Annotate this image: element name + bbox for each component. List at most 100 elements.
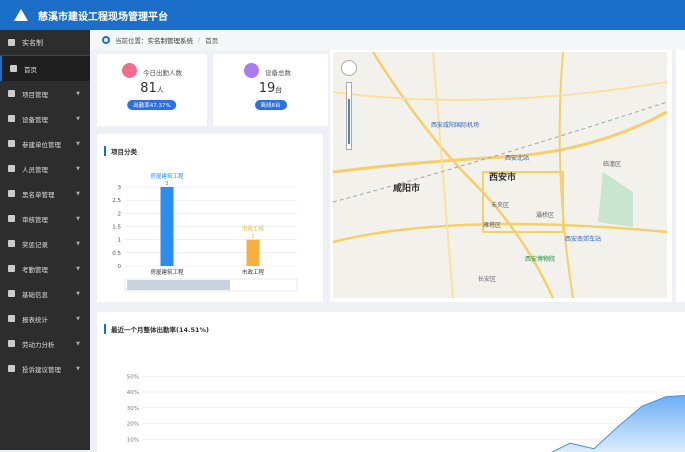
complaint-icon: [8, 365, 15, 372]
sidebar-item-label: 项目管理: [22, 90, 48, 99]
chevron-down-icon: ▼: [76, 290, 80, 297]
stat-value: 81人: [140, 81, 164, 96]
zoom-slider-handle[interactable]: [127, 280, 230, 290]
sidebar-item-label: 审核管理: [22, 215, 48, 224]
device-icon: [8, 115, 15, 122]
sidebar-item-label: 黑名单管理: [22, 190, 55, 199]
series-line: [550, 394, 685, 452]
bar: [246, 239, 260, 266]
y-tick-label: 20%: [127, 422, 139, 428]
attendance-icon: [8, 265, 15, 272]
map-label: 西安咸阳国际机场: [431, 122, 480, 129]
sidebar-item-1[interactable]: 项目管理 ▼: [0, 81, 90, 106]
sidebar-item-label: 参建单位管理: [22, 140, 61, 149]
sidebar-item-3[interactable]: 参建单位管理 ▼: [0, 131, 90, 156]
right-panel: [676, 50, 685, 302]
attendance-area-chart: 10% 20% 30% 40% 50%: [127, 374, 685, 452]
sidebar-item-label: 劳动力分析: [22, 340, 55, 349]
chevron-down-icon: ▼: [76, 190, 80, 197]
y-tick-label: 1.5: [112, 225, 121, 231]
breadcrumb-section[interactable]: 实名制管理系统: [147, 37, 194, 45]
area-fill: [552, 395, 685, 452]
data-point: [617, 426, 619, 428]
y-tick-label: 2: [118, 211, 122, 217]
device-stat-card: 设备总数 19台 离线8台: [213, 54, 328, 126]
map-pan-control[interactable]: [341, 60, 357, 76]
breadcrumb: 当前位置： 实名制管理系统 / 首页: [90, 30, 685, 50]
sidebar-item-2[interactable]: 设备管理 ▼: [0, 106, 90, 131]
chevron-down-icon: ▼: [76, 340, 80, 347]
sidebar-item-9[interactable]: 基础信息 ▼: [0, 281, 90, 306]
sidebar-item-11[interactable]: 劳动力分析 ▼: [0, 331, 90, 356]
map[interactable]: 咸阳市 西安市 西安北站 未央区 灞桥区 雁塔区 长安区 临潼区 西安咸阳国际机…: [333, 52, 667, 298]
map-label: 西安南郊车站: [565, 236, 602, 243]
stat-value: 19台: [258, 81, 283, 96]
user-block-icon: [8, 190, 15, 197]
info-icon: [8, 290, 15, 297]
x-tick-label: 房屋建筑工程: [150, 268, 184, 276]
audit-icon: [8, 215, 15, 222]
attendance-rate-badge: 出勤率47.37%: [127, 100, 177, 110]
sidebar-item-label: 人员管理: [22, 165, 48, 174]
project-category-panel: 项目分类 0 0.5 1 1.5 2 2.5 3 房屋建筑工程 3 房屋建筑工程 市政工程 1 市政工程: [97, 134, 323, 302]
sidebar-item-7[interactable]: 奖惩记录 ▼: [0, 231, 90, 256]
sidebar-item-8[interactable]: 考勤管理 ▼: [0, 256, 90, 281]
chevron-down-icon: ▼: [76, 140, 80, 147]
attendance-icon: [122, 63, 137, 78]
panel-title: 最近一个月整体出勤率(14.51%): [104, 324, 209, 334]
bar-data-label: 市政工程: [242, 225, 265, 233]
stat-label: 设备总数: [265, 69, 291, 77]
sidebar-item-0[interactable]: 首页: [0, 56, 90, 81]
y-tick-label: 40%: [127, 390, 139, 396]
sidebar-header: 实名制: [0, 30, 90, 56]
report-icon: [8, 315, 15, 322]
attendance-trend-panel: 最近一个月整体出勤率(14.51%) 10% 20% 30% 40% 50%: [97, 312, 685, 452]
x-tick-label: 市政工程: [242, 268, 265, 276]
offline-devices-badge[interactable]: 离线8台: [254, 100, 287, 110]
chevron-down-icon: ▼: [76, 240, 80, 247]
stat-label: 今日出勤人数: [143, 69, 182, 77]
breadcrumb-prefix: 当前位置：: [115, 37, 148, 45]
map-roads: [333, 52, 667, 298]
app-header: 慈溪市建设工程现场管理平台: [0, 0, 685, 30]
y-tick-label: 1: [118, 238, 122, 244]
sidebar-item-6[interactable]: 审核管理 ▼: [0, 206, 90, 231]
bar-data-label: 房屋建筑工程: [150, 172, 184, 180]
y-tick-label: 10%: [127, 437, 139, 443]
sidebar-item-label: 奖惩记录: [22, 240, 48, 249]
people-icon: [8, 165, 15, 172]
breadcrumb-page: 首页: [205, 37, 219, 45]
map-label: 西安博物院: [525, 256, 556, 263]
sidebar-item-12[interactable]: 投诉建议管理 ▼: [0, 356, 90, 381]
sidebar-item-label: 首页: [24, 65, 37, 74]
sidebar-item-4[interactable]: 人员管理 ▼: [0, 156, 90, 181]
company-icon: [8, 140, 15, 147]
chevron-down-icon: ▼: [76, 365, 80, 372]
breadcrumb-separator: /: [198, 36, 201, 44]
map-label: 西安北站: [505, 155, 530, 162]
sidebar-item-10[interactable]: 报表统计 ▼: [0, 306, 90, 331]
logo-icon: [14, 9, 28, 21]
panel-title: 项目分类: [104, 146, 137, 156]
idcard-icon: [8, 39, 15, 46]
map-label: 长安区: [478, 276, 497, 283]
building-icon: [8, 90, 15, 97]
sidebar-item-5[interactable]: 黑名单管理 ▼: [0, 181, 90, 206]
map-label: 咸阳市: [393, 184, 421, 194]
chevron-down-icon: ▼: [76, 215, 80, 222]
location-icon: [102, 36, 110, 44]
map-zoom-slider[interactable]: [346, 82, 352, 150]
map-label: 雁塔区: [483, 222, 502, 229]
sidebar-item-label: 报表统计: [22, 315, 48, 324]
home-icon: [10, 65, 17, 72]
sidebar-item-label: 基础信息: [22, 290, 48, 299]
sidebar-item-label: 设备管理: [22, 115, 48, 124]
map-label: 未央区: [491, 202, 510, 209]
worker-icon: [8, 340, 15, 347]
bar: [160, 187, 174, 266]
data-point: [569, 442, 571, 444]
bar-data-value: 1: [251, 234, 254, 240]
app-title: 慈溪市建设工程现场管理平台: [38, 11, 168, 23]
y-tick-label: 2.5: [112, 198, 121, 204]
